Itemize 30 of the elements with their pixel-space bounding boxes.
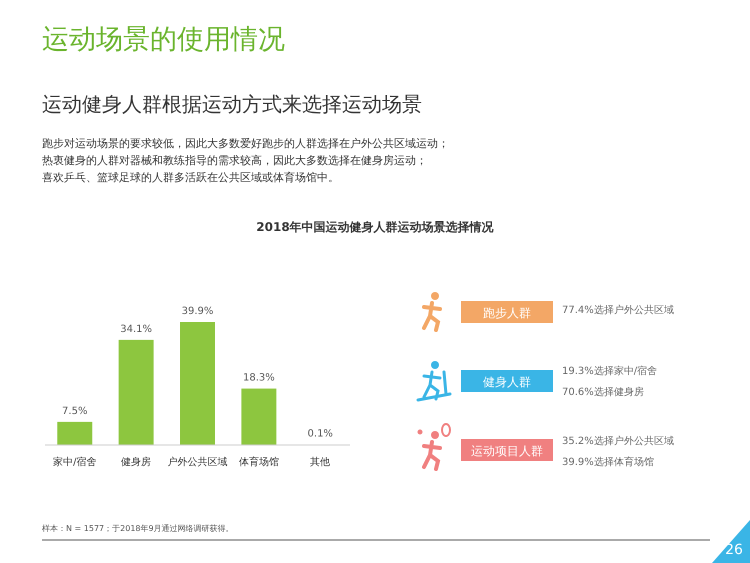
x-tick-label: 家中/宿舍 xyxy=(53,456,96,468)
bar xyxy=(180,322,215,445)
x-tick-label: 健身房 xyxy=(121,456,152,468)
chart-subtitle: 运动健身人群根据运动方式来选择运动场景 xyxy=(42,92,422,116)
text: 运动项目人群 xyxy=(471,444,543,458)
text: 70.6%选择健身房 xyxy=(562,386,644,398)
text: 健身人群 xyxy=(483,375,531,389)
text: 35.2%选择户外公共区域 xyxy=(562,435,674,447)
chart-title: 运动场景的使用情况 xyxy=(42,24,285,55)
text: 热衷健身的人群对器械和教练指导的需求较高，因此大多数选择在健身房运动； xyxy=(42,154,427,167)
text: 样本：N = 1577；于2018年9月通过网络调研获得。 xyxy=(42,524,234,533)
bar xyxy=(118,340,154,445)
bar xyxy=(57,422,92,445)
text: 77.4%选择户外公共区域 xyxy=(562,304,674,316)
text: 喜欢乒乓、篮球足球的人群多活跃在公共区域或体育场馆中。 xyxy=(42,171,339,184)
text: 26 xyxy=(725,542,743,558)
x-tick-label: 体育场馆 xyxy=(238,456,279,468)
data-label: 7.5% xyxy=(62,406,88,417)
data-label: 0.1% xyxy=(308,428,333,440)
x-tick-label: 户外公共区域 xyxy=(168,456,228,468)
data-label: 18.3% xyxy=(242,372,275,384)
data-label: 39.9% xyxy=(182,306,214,317)
text: 2018年中国运动健身人群运动场景选择情况 xyxy=(256,220,495,234)
data-label: 34.1% xyxy=(120,324,152,335)
bar xyxy=(241,388,276,445)
text: 39.9%选择体育场馆 xyxy=(562,456,654,468)
text: 跑步人群 xyxy=(483,306,531,320)
text: 19.3%选择家中/宿舍 xyxy=(562,365,658,377)
text: 跑步对运动场景的要求较低，因此大多数爱好跑步的人群选择在户外公共区域运动； xyxy=(42,137,449,150)
x-tick-label: 其他 xyxy=(310,456,330,468)
